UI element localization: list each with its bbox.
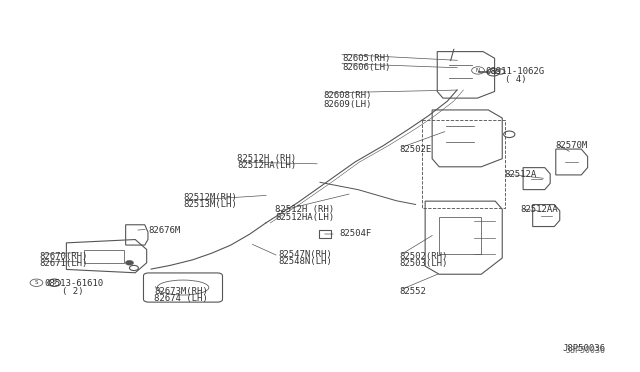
Text: 82676M: 82676M [148, 226, 180, 235]
Text: S: S [52, 280, 56, 285]
Text: 82609(LH): 82609(LH) [323, 100, 372, 109]
Text: 82570M: 82570M [556, 141, 588, 150]
Text: 82606(LH): 82606(LH) [342, 63, 390, 72]
Text: S: S [35, 280, 38, 285]
Text: N: N [491, 70, 496, 75]
Text: 82671(LH): 82671(LH) [40, 259, 88, 268]
Text: 82502E: 82502E [399, 145, 432, 154]
Text: 82512H (RH): 82512H (RH) [275, 205, 335, 215]
Text: 82512H (RH): 82512H (RH) [237, 154, 296, 163]
Text: 82504F: 82504F [339, 230, 371, 238]
Circle shape [125, 260, 134, 265]
Text: 82608(RH): 82608(RH) [323, 91, 372, 100]
Text: 82674 (LH): 82674 (LH) [154, 294, 208, 303]
Text: 82512HA(LH): 82512HA(LH) [275, 213, 335, 222]
Text: J8P50036: J8P50036 [565, 346, 605, 355]
Text: 82512AA: 82512AA [521, 205, 558, 215]
Text: 82502(RH): 82502(RH) [399, 251, 448, 261]
Text: 08911-1062G: 08911-1062G [486, 67, 545, 76]
Text: 82512M(RH): 82512M(RH) [183, 193, 237, 202]
Text: 82548N(LH): 82548N(LH) [278, 257, 332, 266]
Text: 82605(RH): 82605(RH) [342, 54, 390, 63]
Text: 82670(RH): 82670(RH) [40, 251, 88, 261]
Text: N: N [476, 68, 480, 73]
Text: 82552: 82552 [399, 287, 426, 296]
Text: 82503(LH): 82503(LH) [399, 259, 448, 268]
Text: 82513M(LH): 82513M(LH) [183, 200, 237, 209]
Text: 82547N(RH): 82547N(RH) [278, 250, 332, 259]
Text: 82512A: 82512A [505, 170, 537, 179]
Text: 82673M(RH): 82673M(RH) [154, 287, 208, 296]
Text: 82512HA(LH): 82512HA(LH) [237, 161, 296, 170]
Circle shape [129, 265, 138, 270]
Text: J8P50036: J8P50036 [562, 344, 605, 353]
Text: ( 2): ( 2) [62, 288, 83, 296]
Text: 08513-61610: 08513-61610 [45, 279, 104, 288]
Text: ( 4): ( 4) [505, 75, 526, 84]
